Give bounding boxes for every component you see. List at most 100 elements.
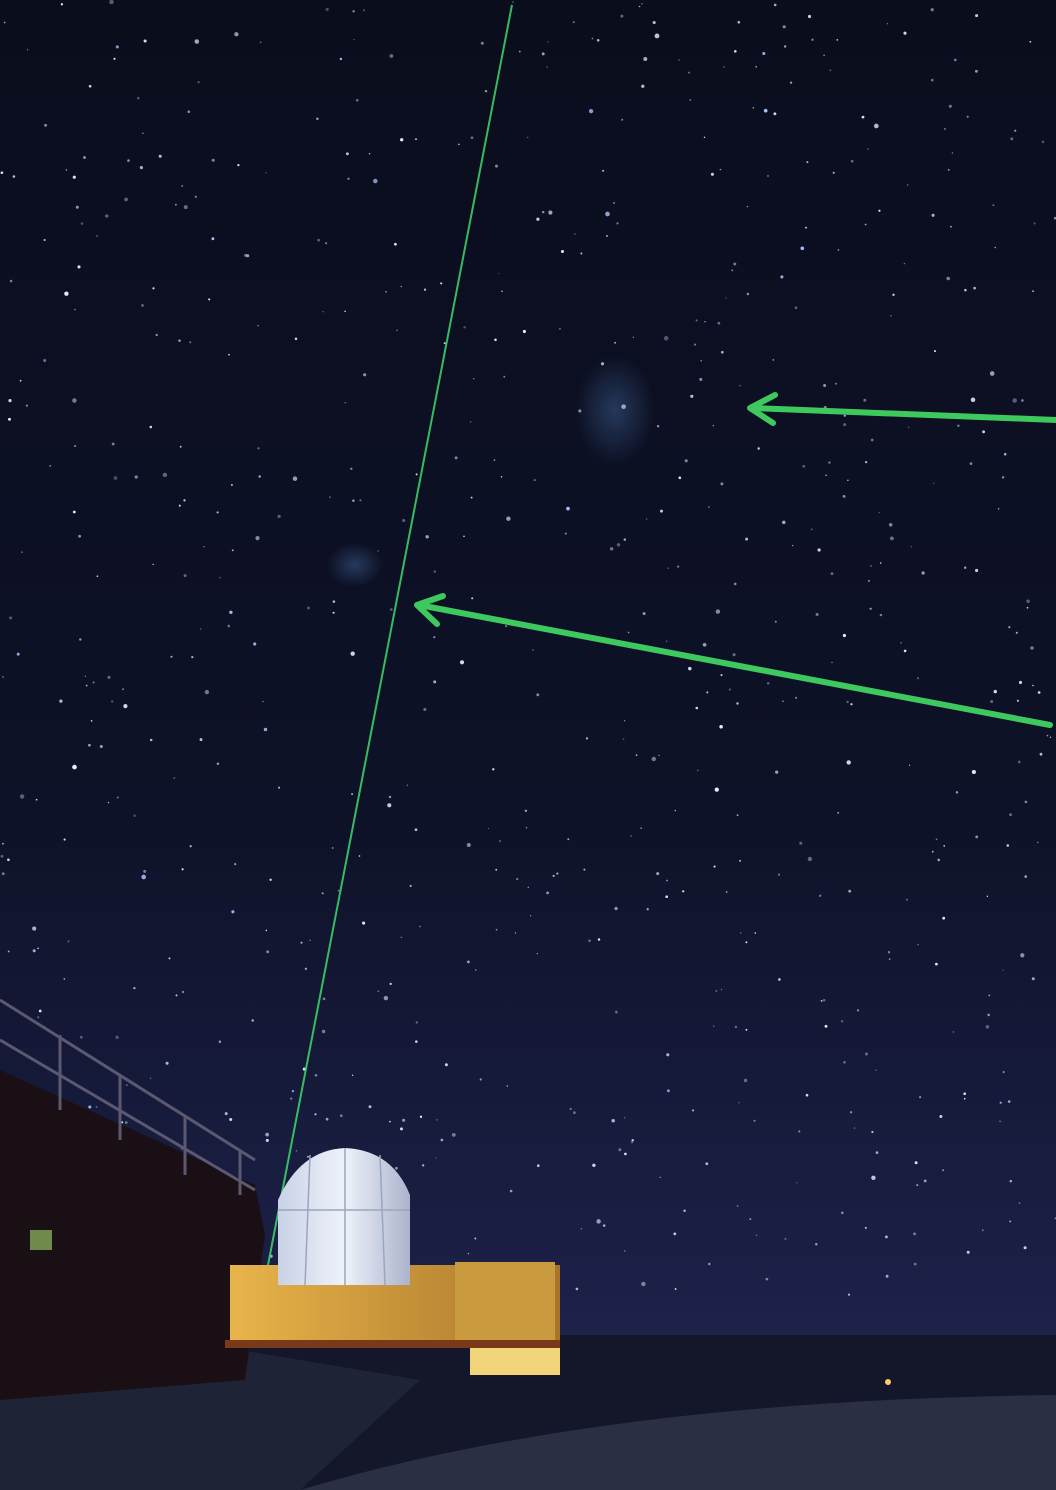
star bbox=[966, 1250, 970, 1254]
star bbox=[606, 234, 608, 237]
star bbox=[337, 889, 340, 892]
star bbox=[704, 321, 706, 323]
star bbox=[83, 156, 86, 159]
star bbox=[948, 104, 952, 108]
star bbox=[229, 1118, 233, 1121]
star bbox=[512, 1, 514, 3]
star bbox=[123, 704, 128, 709]
star bbox=[1031, 977, 1035, 981]
star bbox=[708, 1262, 711, 1266]
star bbox=[259, 41, 262, 44]
star bbox=[847, 1293, 851, 1296]
star bbox=[999, 1101, 1002, 1104]
star bbox=[8, 417, 11, 421]
star bbox=[444, 1063, 448, 1067]
star bbox=[181, 990, 185, 994]
star bbox=[665, 895, 669, 899]
star bbox=[753, 1119, 756, 1122]
star bbox=[944, 128, 946, 130]
star bbox=[819, 894, 822, 897]
star bbox=[344, 402, 346, 404]
star bbox=[309, 939, 311, 941]
star bbox=[663, 336, 669, 341]
star bbox=[885, 1274, 889, 1278]
star bbox=[134, 475, 138, 479]
star bbox=[734, 1025, 738, 1029]
star bbox=[864, 1052, 869, 1056]
star bbox=[564, 532, 567, 535]
star bbox=[843, 414, 846, 417]
star bbox=[1037, 691, 1041, 694]
star bbox=[933, 482, 935, 484]
star bbox=[115, 45, 119, 49]
star bbox=[654, 33, 660, 39]
star bbox=[219, 576, 222, 579]
star bbox=[92, 681, 95, 684]
star bbox=[463, 326, 466, 329]
star bbox=[997, 508, 1000, 510]
star bbox=[856, 1009, 860, 1012]
star bbox=[842, 633, 847, 638]
star bbox=[419, 1115, 423, 1118]
star bbox=[908, 764, 911, 766]
star bbox=[992, 204, 995, 207]
star bbox=[875, 1069, 878, 1072]
star bbox=[630, 835, 632, 837]
star bbox=[547, 41, 549, 43]
star bbox=[623, 538, 627, 541]
star bbox=[643, 57, 648, 61]
star bbox=[388, 795, 392, 799]
star bbox=[231, 910, 235, 914]
star bbox=[487, 827, 490, 830]
star bbox=[837, 811, 840, 814]
star bbox=[622, 738, 625, 740]
star bbox=[552, 874, 555, 877]
star bbox=[903, 649, 907, 653]
star bbox=[1009, 813, 1013, 817]
star bbox=[1009, 1220, 1012, 1223]
star bbox=[541, 210, 545, 214]
star bbox=[1041, 140, 1045, 144]
star bbox=[1026, 606, 1029, 609]
star bbox=[934, 350, 936, 353]
star bbox=[583, 868, 586, 871]
star bbox=[673, 1232, 677, 1236]
star bbox=[805, 1093, 809, 1097]
star bbox=[218, 1040, 222, 1043]
star bbox=[423, 707, 427, 711]
star bbox=[191, 655, 194, 659]
star bbox=[870, 438, 874, 442]
star bbox=[736, 702, 739, 705]
star bbox=[168, 957, 171, 960]
star bbox=[621, 404, 626, 410]
star bbox=[602, 169, 605, 172]
star bbox=[111, 442, 115, 446]
star bbox=[736, 814, 739, 817]
star bbox=[19, 794, 25, 799]
star bbox=[739, 859, 742, 862]
star bbox=[723, 66, 725, 68]
star bbox=[72, 510, 76, 514]
star bbox=[566, 506, 570, 511]
star bbox=[422, 1164, 425, 1167]
star bbox=[385, 290, 387, 293]
star bbox=[518, 50, 521, 53]
star bbox=[2, 842, 4, 845]
snow-ground bbox=[300, 1395, 1056, 1490]
star bbox=[774, 620, 777, 623]
star bbox=[871, 1130, 874, 1134]
star bbox=[919, 1096, 922, 1099]
star bbox=[368, 153, 371, 155]
star bbox=[79, 638, 82, 641]
star bbox=[861, 115, 865, 119]
star bbox=[853, 1127, 856, 1129]
star bbox=[630, 1141, 634, 1144]
star bbox=[712, 424, 715, 427]
star bbox=[1003, 452, 1007, 456]
star bbox=[516, 877, 519, 881]
star bbox=[525, 826, 528, 829]
star bbox=[522, 329, 526, 334]
star bbox=[807, 14, 812, 19]
star bbox=[975, 835, 979, 839]
